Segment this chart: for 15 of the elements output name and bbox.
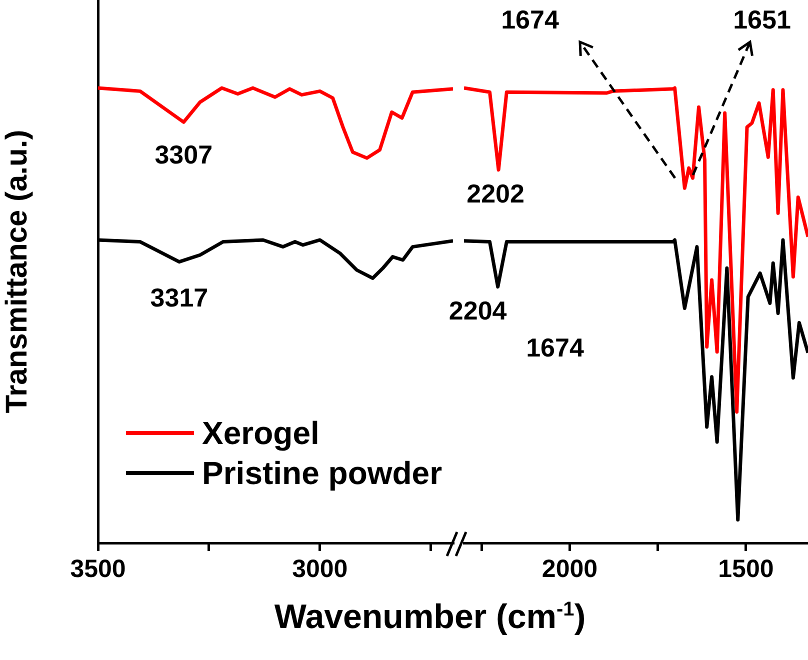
x-tick-label: 3500 xyxy=(70,554,126,583)
text: 1674 xyxy=(501,4,559,36)
legend-label: Xerogel xyxy=(202,414,320,452)
y-axis-title: Transmittance (a.u.) xyxy=(0,130,34,414)
annotation: 2202 xyxy=(466,178,524,210)
x-axis-title: Wavenumber (cm$^{-1}$) xyxy=(273,598,587,637)
x-tick-label: 1500 xyxy=(718,554,774,583)
annotation: 1674 xyxy=(526,332,584,364)
legend-label: Pristine powder xyxy=(202,454,442,492)
annotation: 2204 xyxy=(448,295,507,326)
annotation: 3317 xyxy=(150,282,208,314)
text: 1651 xyxy=(733,4,791,36)
annotation: 3307 xyxy=(154,140,213,171)
x-tick-label: 2000 xyxy=(542,554,598,583)
x-tick-label: 3000 xyxy=(292,554,348,583)
